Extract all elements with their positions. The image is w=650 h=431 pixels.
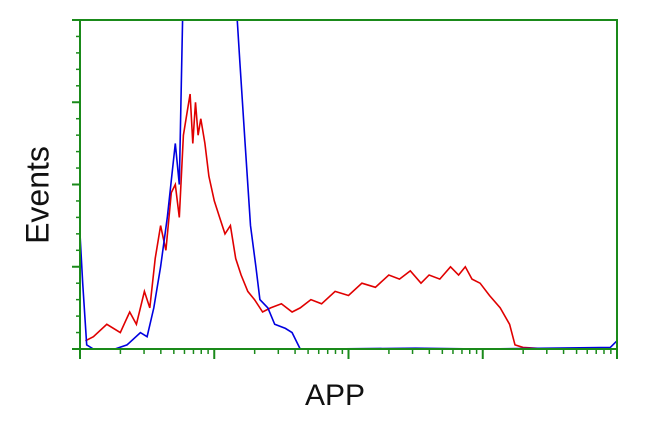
plot-frame — [79, 19, 618, 350]
axes — [72, 19, 618, 359]
histogram-line — [80, 20, 617, 349]
y-axis-label: Events — [19, 146, 55, 244]
plot-area — [80, 20, 617, 349]
x-axis-label: APP — [305, 379, 365, 412]
histogram-line — [85, 93, 617, 349]
